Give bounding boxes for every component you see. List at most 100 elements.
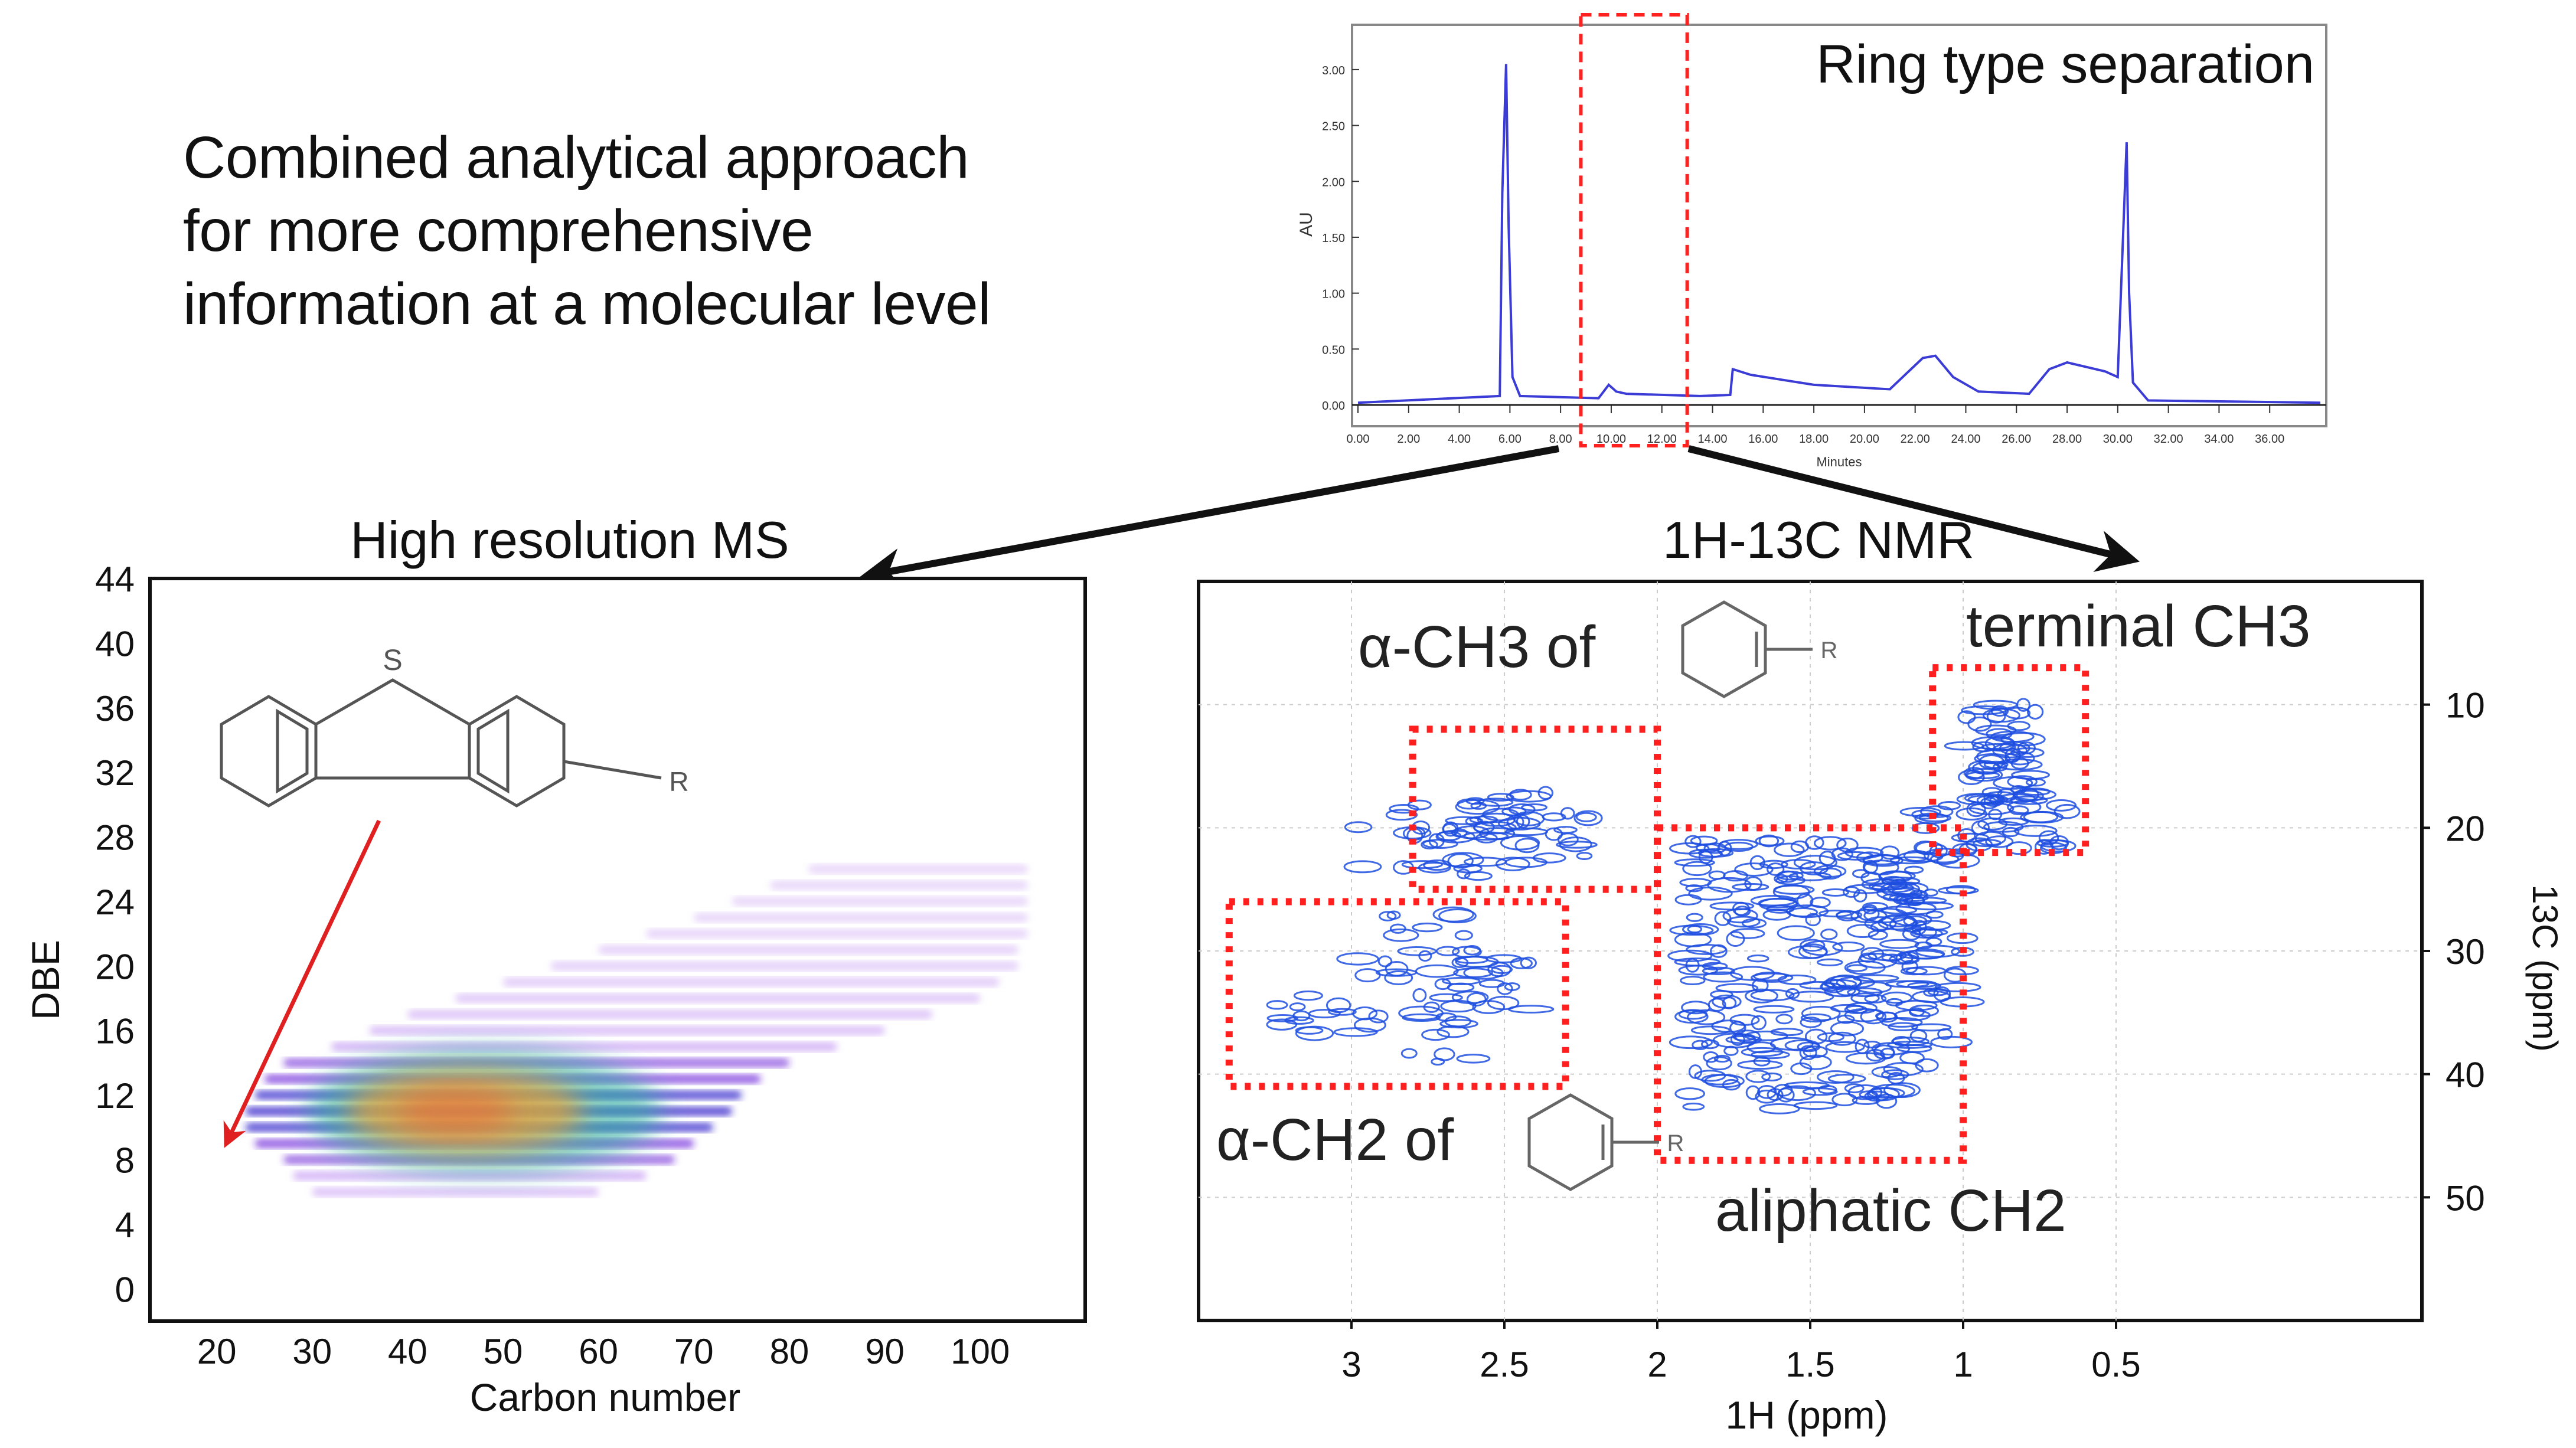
nmr-peak — [1880, 991, 1912, 1004]
chromatogram-y-tick-label: 1.00 — [1322, 288, 1345, 301]
nmr-peak — [1501, 806, 1527, 816]
nmr-peak — [1445, 816, 1483, 825]
ms-y-tick-label: 4 — [115, 1205, 135, 1245]
nmr-y-label: 13C (ppm) — [2525, 884, 2565, 1051]
ms-heatmap-hotspot — [306, 1049, 661, 1174]
nmr-peak — [1988, 809, 2003, 821]
nmr-peak — [1477, 812, 1516, 827]
nmr-peak — [2006, 841, 2032, 855]
nmr-peak — [2023, 810, 2059, 823]
chromatogram-y-ticks: 0.00 0.50 1.00 1.50 2.00 2.50 3.00 — [1322, 64, 1345, 413]
nmr-peak — [1901, 959, 1919, 974]
chromatogram-y-tick-label: 1.50 — [1322, 232, 1345, 245]
nmr-peak — [1723, 870, 1748, 882]
chromatogram-y-label: AU — [1297, 212, 1316, 237]
nmr-peak — [1986, 709, 2006, 724]
nmr-peak — [1905, 966, 1947, 976]
nmr-peak — [1687, 925, 1703, 934]
ms-x-tick-label: 50 — [484, 1332, 523, 1371]
nmr-peak — [1861, 878, 1902, 891]
nmr-peak — [1384, 970, 1413, 986]
ms-y-tick-label: 44 — [95, 560, 135, 599]
terminal-ch3-region-box — [1929, 664, 2089, 857]
ms-band-row — [455, 993, 981, 1003]
nmr-peak — [1702, 966, 1735, 976]
nmr-peak — [1770, 1028, 1804, 1037]
chromatogram-x-tick-label: 20.00 — [1850, 433, 1879, 446]
nmr-peak — [2046, 799, 2077, 812]
chromatogram-y-tick-label: 2.00 — [1322, 176, 1345, 189]
nmr-x-label: 1H (ppm) — [1725, 1393, 1888, 1437]
chromatogram-x-tick-label: 34.00 — [2204, 433, 2234, 446]
nmr-peak — [1880, 845, 1900, 860]
nmr-peak — [1844, 1083, 1865, 1094]
nmr-peak — [1707, 877, 1752, 893]
nmr-peak — [1759, 859, 1788, 870]
nmr-peak — [1837, 1014, 1855, 1024]
nmr-peak — [1761, 1072, 1782, 1081]
nmr-peak — [1974, 831, 2006, 846]
nmr-peak — [1713, 1054, 1731, 1063]
nmr-peak — [1377, 955, 1393, 967]
chromatogram-y-tick-label: 0.00 — [1322, 400, 1345, 413]
alpha-ch2-label: α-CH2 of — [1216, 1107, 1454, 1173]
nmr-peak — [1575, 812, 1597, 822]
ms-x-tick-label: 60 — [579, 1332, 618, 1371]
nmr-peak — [1864, 994, 1887, 1004]
nmr-peak — [1899, 951, 1919, 963]
alpha-ch3-region-box — [1409, 725, 1661, 893]
nmr-peak — [1818, 867, 1842, 880]
nmr-peak — [1439, 1019, 1478, 1029]
nmr-peak — [2035, 839, 2053, 855]
nmr-peak — [1896, 980, 1938, 988]
ms-x-ticks: 20 30 40 50 60 70 80 90 100 — [197, 1332, 1010, 1371]
nmr-peak — [1679, 878, 1712, 887]
nmr-peak — [1680, 976, 1706, 985]
ms-x-tick-label: 80 — [770, 1332, 809, 1371]
ms-red-arrow — [223, 819, 381, 1148]
nmr-peak — [1500, 835, 1540, 851]
nmr-peak — [1465, 797, 1485, 805]
nmr-peak — [1825, 1041, 1865, 1053]
chromatogram-x-label: Minutes — [1816, 455, 1862, 469]
nmr-highlight-boxes — [1225, 664, 2089, 1164]
nmr-peak — [1846, 964, 1868, 972]
nmr-peak — [1824, 975, 1862, 991]
nmr-peak — [1836, 976, 1876, 989]
nmr-peak — [1799, 1045, 1817, 1061]
ms-y-tick-label: 28 — [95, 818, 135, 858]
chromatogram-x-tick-label: 26.00 — [2002, 433, 2031, 446]
ms-x-tick-label: 20 — [197, 1332, 237, 1371]
sulfur-label: S — [383, 643, 402, 676]
nmr-peak — [2014, 825, 2058, 837]
nmr-peak — [1957, 710, 1976, 724]
nmr-peak — [1781, 859, 1816, 870]
nmr-peak — [1456, 1054, 1491, 1064]
nmr-peak — [1293, 991, 1323, 1001]
nmr-peak — [1818, 910, 1852, 918]
nmr-peak — [2011, 770, 2050, 780]
nmr-peak — [1990, 705, 2009, 717]
nmr-peak — [2004, 707, 2031, 720]
nmr-peak — [1971, 820, 1990, 836]
nmr-peak — [1745, 1070, 1771, 1083]
ms-y-tick-label: 0 — [115, 1270, 135, 1309]
nmr-peak — [1473, 821, 1495, 834]
nmr-peak — [1850, 908, 1888, 924]
nmr-peak — [1751, 972, 1794, 983]
chromatogram-title: Ring type separation — [1816, 34, 2314, 94]
nmr-peak — [1745, 988, 1778, 1004]
nmr-peak — [1751, 1050, 1790, 1060]
nmr-peak — [1289, 1002, 1306, 1012]
nmr-peak — [1847, 987, 1883, 998]
nmr-peak — [1412, 922, 1443, 933]
nmr-peak — [1992, 743, 2028, 759]
nmr-y-tick-label: 10 — [2446, 686, 2485, 725]
nmr-peak — [1796, 893, 1814, 908]
chromatogram-frame — [1351, 24, 2327, 427]
chromatogram-x-tick-label: 22.00 — [1901, 433, 1930, 446]
nmr-peak — [1690, 1025, 1731, 1035]
nmr-peak — [1556, 841, 1598, 849]
nmr-peak — [1442, 976, 1481, 985]
nmr-peak — [1907, 901, 1954, 911]
